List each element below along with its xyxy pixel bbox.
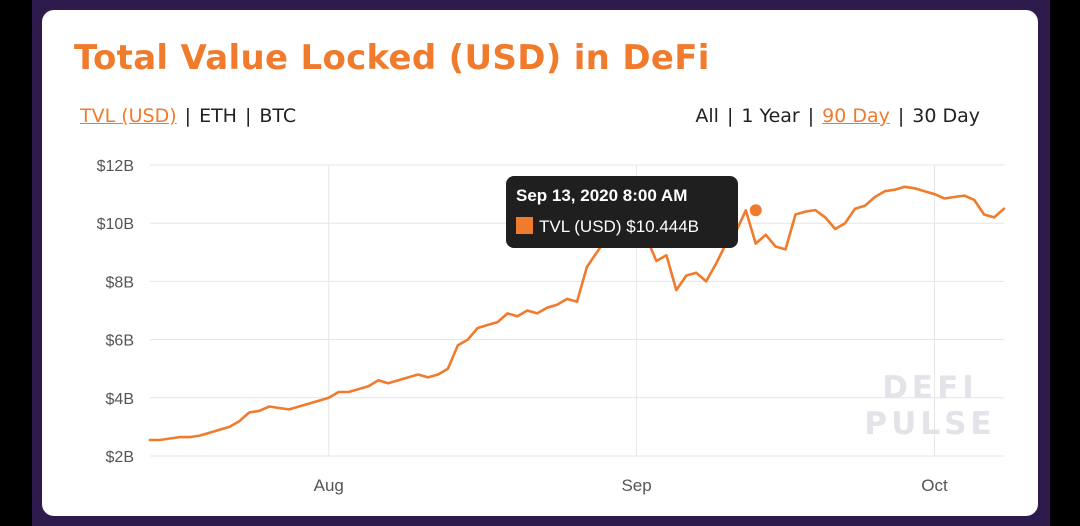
y-tick-label: $8B xyxy=(106,274,134,291)
watermark-line-1: DEFI xyxy=(882,370,978,406)
range-90-day[interactable]: 90 Day xyxy=(822,105,890,127)
tooltip-value: $10.444B xyxy=(626,217,699,236)
chart-card: Total Value Locked (USD) in DeFi TVL (US… xyxy=(42,10,1038,516)
watermark: DEFI PULSE xyxy=(864,370,995,442)
x-tick-label: Oct xyxy=(921,476,948,495)
range-toggle-group: All | 1 Year | 90 Day | 30 Day xyxy=(695,105,980,127)
separator: | xyxy=(244,105,252,127)
range-1-year[interactable]: 1 Year xyxy=(741,105,800,127)
grid-layer xyxy=(150,164,1004,457)
tooltip-title: Sep 13, 2020 8:00 AM xyxy=(516,186,687,205)
y-tick-label: $12B xyxy=(97,158,134,175)
chart-title: Total Value Locked (USD) in DeFi xyxy=(74,38,710,78)
x-tick-label: Sep xyxy=(621,476,651,495)
separator: | xyxy=(184,105,192,127)
tooltip: Sep 13, 2020 8:00 AM TVL (USD) $10.444B xyxy=(506,176,738,248)
separator: | xyxy=(897,105,905,127)
toggle-tvl-usd[interactable]: TVL (USD) xyxy=(80,105,177,127)
tooltip-swatch xyxy=(516,217,533,234)
metric-toggle-group: TVL (USD) | ETH | BTC xyxy=(80,105,296,127)
y-axis-ticks: $2B $4B $6B $8B $10B $12B xyxy=(97,158,134,466)
tooltip-series-label: TVL (USD) xyxy=(539,217,622,236)
tvl-line-chart[interactable]: $2B $4B $6B $8B $10B $12B Aug Sep Oct DEFI PULS… xyxy=(42,10,1038,516)
toggle-eth[interactable]: ETH xyxy=(199,105,237,127)
separator: | xyxy=(726,105,734,127)
range-30-day[interactable]: 30 Day xyxy=(912,105,980,127)
highlight-point[interactable] xyxy=(749,204,762,217)
range-all[interactable]: All xyxy=(695,105,719,127)
toggle-btc[interactable]: BTC xyxy=(259,105,297,127)
tooltip-body: TVL (USD) $10.444B xyxy=(539,217,699,236)
tvl-series-line xyxy=(148,185,1006,442)
separator: | xyxy=(807,105,815,127)
y-tick-label: $10B xyxy=(97,216,134,233)
tooltip-box xyxy=(506,176,738,248)
y-tick-label: $4B xyxy=(106,391,134,408)
y-tick-label: $6B xyxy=(106,333,134,350)
x-axis-ticks: Aug Sep Oct xyxy=(314,476,948,495)
y-tick-label: $2B xyxy=(106,449,134,466)
x-tick-label: Aug xyxy=(314,476,344,495)
watermark-line-2: PULSE xyxy=(864,406,995,442)
